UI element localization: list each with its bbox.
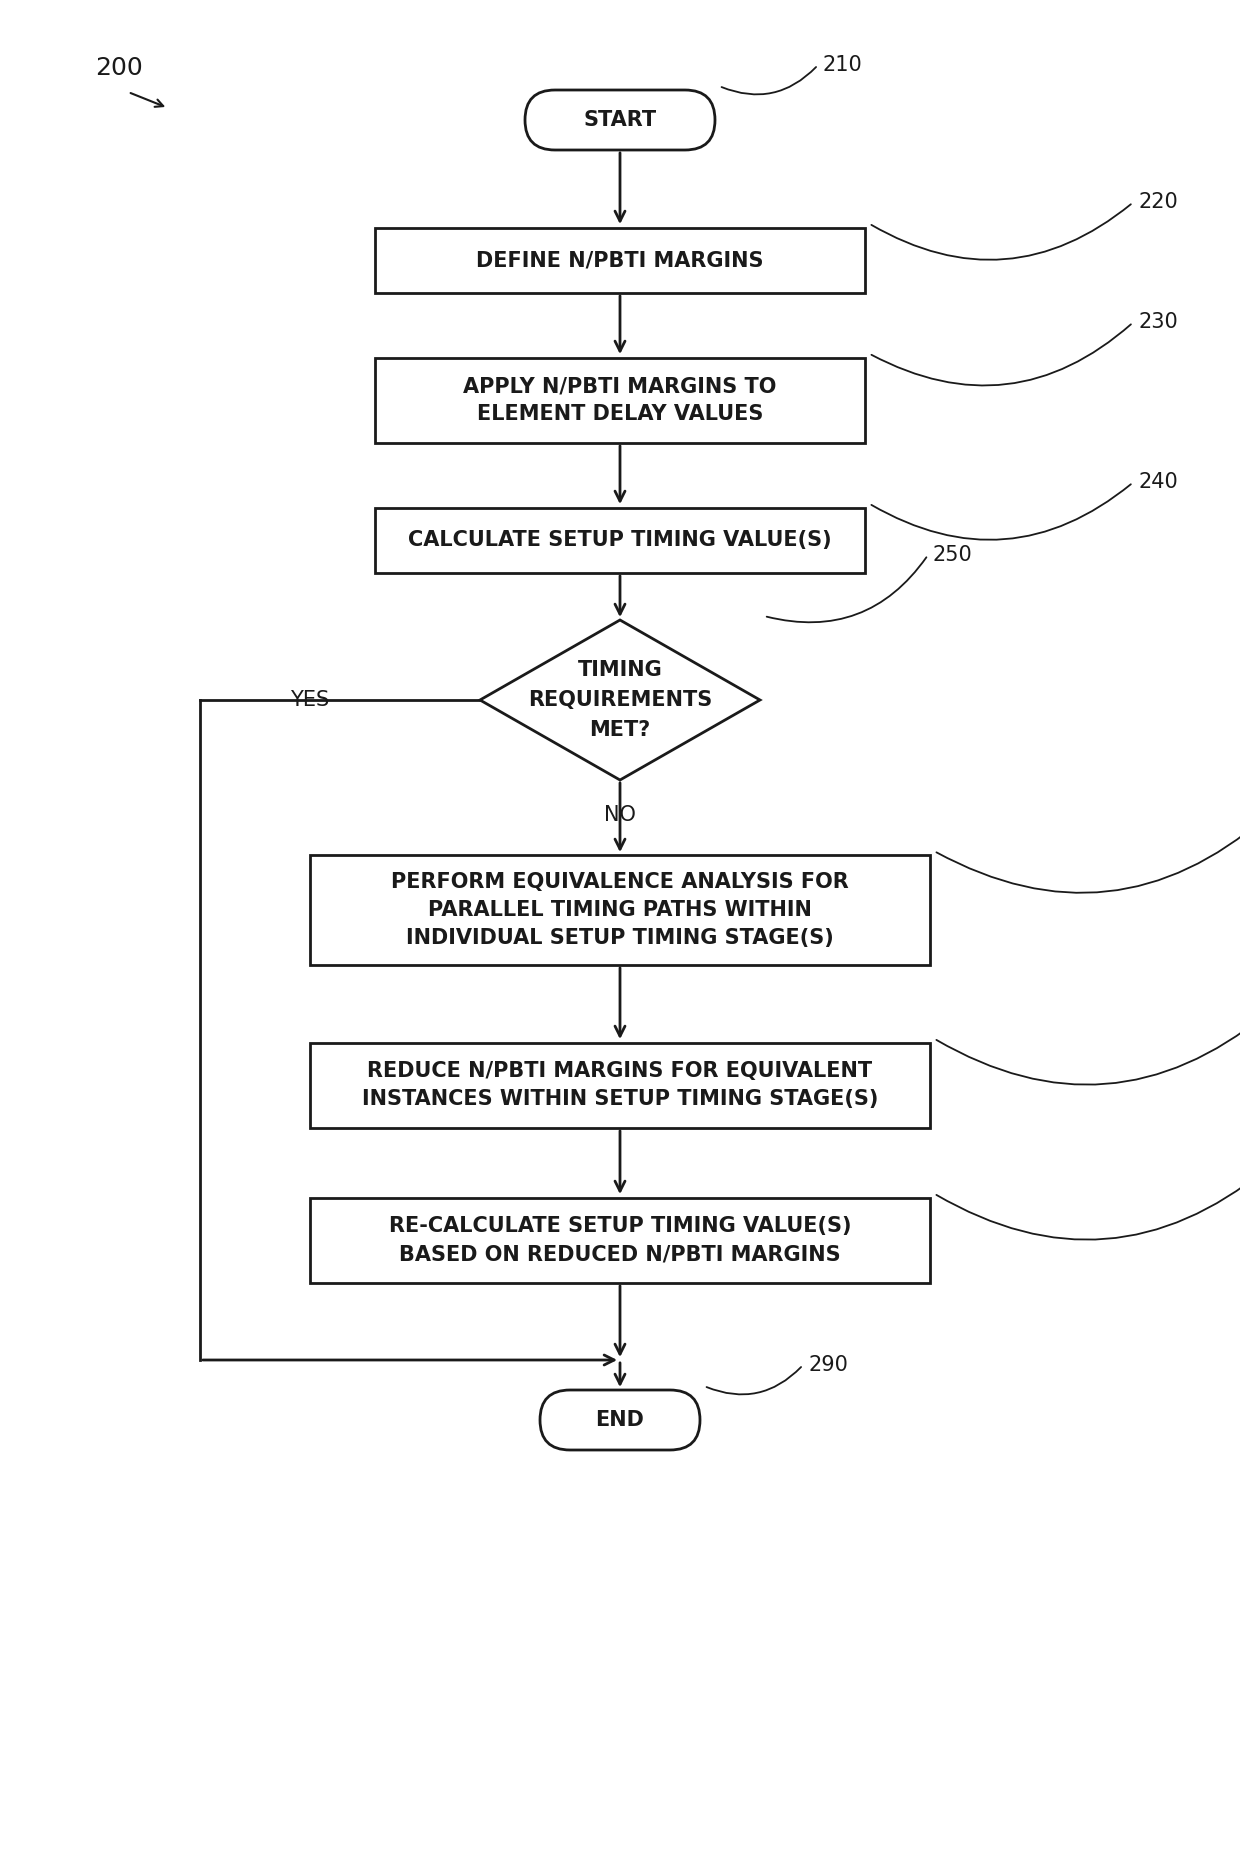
- Text: START: START: [584, 109, 656, 130]
- Text: 250: 250: [932, 545, 972, 566]
- Text: 240: 240: [1138, 473, 1178, 492]
- Text: 200: 200: [95, 56, 143, 80]
- Bar: [310, 1198, 930, 1282]
- Bar: [374, 508, 866, 573]
- Text: 220: 220: [1138, 193, 1178, 213]
- Text: RE-CALCULATE SETUP TIMING VALUE(S)
BASED ON REDUCED N/PBTI MARGINS: RE-CALCULATE SETUP TIMING VALUE(S) BASED…: [389, 1217, 851, 1263]
- Text: REDUCE N/PBTI MARGINS FOR EQUIVALENT
INSTANCES WITHIN SETUP TIMING STAGE(S): REDUCE N/PBTI MARGINS FOR EQUIVALENT INS…: [362, 1061, 878, 1109]
- Bar: [310, 855, 930, 965]
- Text: 230: 230: [1138, 312, 1178, 332]
- Text: YES: YES: [290, 690, 330, 710]
- Text: 290: 290: [808, 1354, 848, 1375]
- Bar: [374, 228, 866, 293]
- Text: PERFORM EQUIVALENCE ANALYSIS FOR
PARALLEL TIMING PATHS WITHIN
INDIVIDUAL SETUP T: PERFORM EQUIVALENCE ANALYSIS FOR PARALLE…: [391, 872, 849, 948]
- Text: CALCULATE SETUP TIMING VALUE(S): CALCULATE SETUP TIMING VALUE(S): [408, 531, 832, 549]
- FancyBboxPatch shape: [525, 91, 715, 150]
- Text: APPLY N/PBTI MARGINS TO
ELEMENT DELAY VALUES: APPLY N/PBTI MARGINS TO ELEMENT DELAY VA…: [464, 377, 776, 425]
- FancyBboxPatch shape: [539, 1389, 701, 1451]
- Text: DEFINE N/PBTI MARGINS: DEFINE N/PBTI MARGINS: [476, 250, 764, 271]
- Polygon shape: [480, 620, 760, 779]
- Text: TIMING
REQUIREMENTS
MET?: TIMING REQUIREMENTS MET?: [528, 660, 712, 740]
- Text: END: END: [595, 1410, 645, 1430]
- Text: NO: NO: [604, 805, 636, 825]
- Bar: [310, 1043, 930, 1128]
- Text: 210: 210: [823, 56, 863, 74]
- Bar: [374, 358, 866, 443]
